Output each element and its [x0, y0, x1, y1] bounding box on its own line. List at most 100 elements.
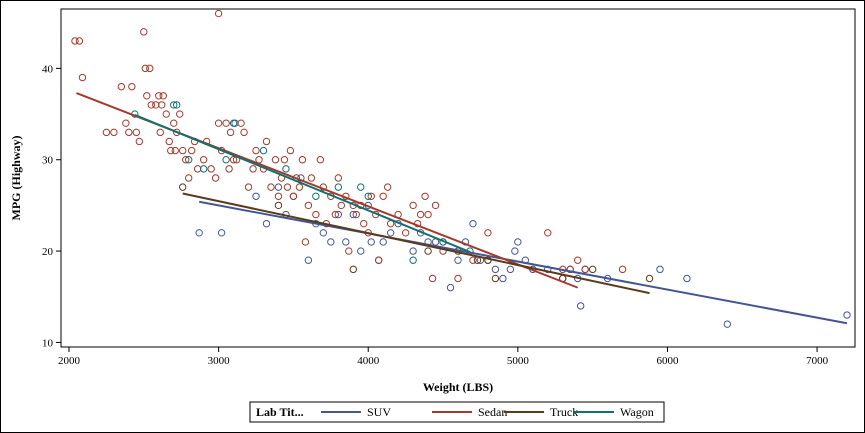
sedan-point [159, 92, 167, 100]
suv-point [511, 247, 519, 255]
sedan-point [252, 146, 260, 155]
suv-point [683, 274, 691, 283]
sedan-point [193, 165, 202, 173]
sedan-point [211, 174, 220, 182]
sedan-point [367, 192, 375, 200]
sedan-point [295, 183, 304, 191]
suv-point [576, 302, 585, 310]
sedan-point [162, 110, 170, 118]
sedan-point [225, 165, 233, 173]
sedan-point [383, 183, 392, 191]
sedan-point [199, 156, 208, 164]
suv-point [217, 229, 226, 237]
sedan-point [229, 156, 238, 164]
wagon-point [409, 256, 417, 264]
wagon-point [364, 192, 372, 200]
suv-point [506, 265, 515, 274]
sedan-point [454, 274, 462, 283]
sedan-point [424, 210, 432, 219]
sedan-point [274, 192, 283, 200]
y-axis-title: MPG (Highway) [9, 136, 23, 221]
suv-point [252, 192, 260, 200]
sedan-point [141, 64, 150, 73]
legend-title: Lab Tit... [256, 405, 304, 419]
suv-point [327, 238, 335, 246]
wagon-point [173, 101, 181, 109]
truck-point [274, 201, 283, 210]
suv-point [491, 265, 500, 274]
x-tick-label: 5000 [507, 355, 530, 367]
legend-label-suv: SUV [367, 405, 391, 419]
sedan-point [102, 128, 111, 137]
sedan-point [125, 128, 133, 137]
sedan-point [421, 192, 429, 200]
legend: Lab Tit... SUV Sedan Truck Wagon [249, 401, 665, 423]
sedan-point [75, 37, 84, 45]
sedan-point [334, 174, 343, 182]
sedan-point [71, 37, 79, 45]
sedan-point [618, 265, 627, 274]
sedan-point [544, 229, 552, 237]
wagon-point [229, 119, 238, 127]
suv-point [454, 256, 462, 264]
sedan-point [307, 174, 316, 182]
sedan-point [312, 210, 320, 219]
legend-label-truck: Truck [550, 405, 578, 419]
sedan-point [171, 146, 179, 155]
suv-point [446, 283, 455, 292]
truck-point [424, 247, 432, 255]
sedan-point [283, 183, 292, 191]
x-axis: 2000 3000 4000 5000 6000 7000 [58, 347, 829, 367]
sedan-point [122, 119, 130, 127]
legend-label-wagon: Wagon [620, 405, 654, 419]
sedan-point [431, 201, 440, 210]
legend-label-sedan: Sedan [478, 405, 507, 419]
wagon-point [199, 165, 208, 173]
suv-point [386, 229, 395, 237]
sedan-point [187, 146, 196, 155]
sedan-point [409, 201, 417, 210]
sedan-point [152, 101, 160, 109]
sedan-point [249, 165, 257, 173]
y-tick-label: 30 [42, 155, 54, 167]
points-layer [71, 9, 851, 328]
sedan-point [165, 137, 173, 146]
x-tick-label: 3000 [208, 355, 231, 367]
x-tick-label: 2000 [58, 355, 81, 367]
sedan-point [147, 101, 155, 109]
sedan-point [240, 128, 248, 137]
sedan-point [184, 174, 193, 182]
sedan-point [280, 156, 289, 164]
suv-point [319, 229, 328, 237]
sedan-point [379, 192, 387, 200]
y-axis: 10 20 30 40 [42, 63, 61, 349]
suv-point [723, 320, 732, 328]
sedan-point [128, 82, 136, 91]
suv-point [231, 119, 239, 127]
y-tick-label: 20 [42, 246, 54, 258]
wagon-fit-line [134, 114, 471, 253]
sedan-point [182, 156, 190, 164]
suv-point [334, 210, 343, 219]
x-tick-label: 7000 [806, 355, 829, 367]
sedan-point [222, 119, 230, 127]
wagon-point [259, 146, 268, 155]
sedan-point [573, 256, 582, 264]
sedan-point [132, 128, 141, 137]
sedan-point [301, 238, 310, 246]
sedan-point [226, 128, 235, 137]
sedan-point [170, 119, 178, 127]
sedan-point [214, 9, 223, 18]
suv-point [274, 183, 283, 191]
sedan-point [143, 92, 151, 100]
suv-point [499, 274, 507, 283]
wagon-point [184, 156, 193, 164]
sedan-point [207, 165, 215, 173]
sedan-point [289, 192, 298, 200]
sedan-point [304, 201, 313, 210]
suv-point [409, 247, 417, 255]
truck-point [491, 274, 500, 283]
suv-point [843, 311, 851, 319]
wagon-point [222, 156, 230, 164]
